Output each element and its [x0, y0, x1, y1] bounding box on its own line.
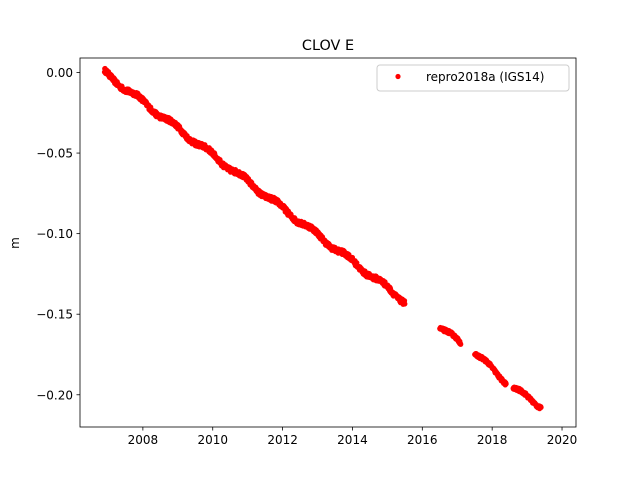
y-tick-label: −0.05 [36, 147, 73, 161]
y-tick-label: −0.10 [36, 227, 73, 241]
legend-label: repro2018a (IGS14) [426, 70, 544, 84]
data-point [402, 301, 408, 307]
x-tick-label: 2010 [197, 433, 228, 447]
x-tick-label: 2012 [267, 433, 298, 447]
data-point [503, 381, 509, 387]
plot-area [101, 65, 544, 412]
x-tick-label: 2008 [128, 433, 159, 447]
legend-marker [395, 73, 401, 80]
legend: repro2018a (IGS14) [376, 64, 570, 92]
x-tick-label: 2014 [337, 433, 368, 447]
data-point [538, 404, 544, 410]
y-axis: 0.00 −0.05 −0.10 −0.15 −0.20 [36, 66, 80, 402]
y-tick-label: −0.20 [36, 388, 73, 402]
x-tick-label: 2018 [477, 433, 508, 447]
y-tick-label: 0.00 [46, 66, 73, 80]
x-tick-label: 2020 [547, 433, 578, 447]
x-axis: 2008 2010 2012 2014 2016 2018 2020 [128, 427, 578, 447]
axes-frame [79, 57, 577, 428]
chart-title: CLOV E [302, 38, 354, 54]
legend-box [376, 64, 570, 92]
data-point [458, 341, 464, 347]
y-axis-label: m [8, 237, 22, 249]
y-tick-label: −0.15 [36, 308, 73, 322]
x-tick-label: 2016 [407, 433, 438, 447]
